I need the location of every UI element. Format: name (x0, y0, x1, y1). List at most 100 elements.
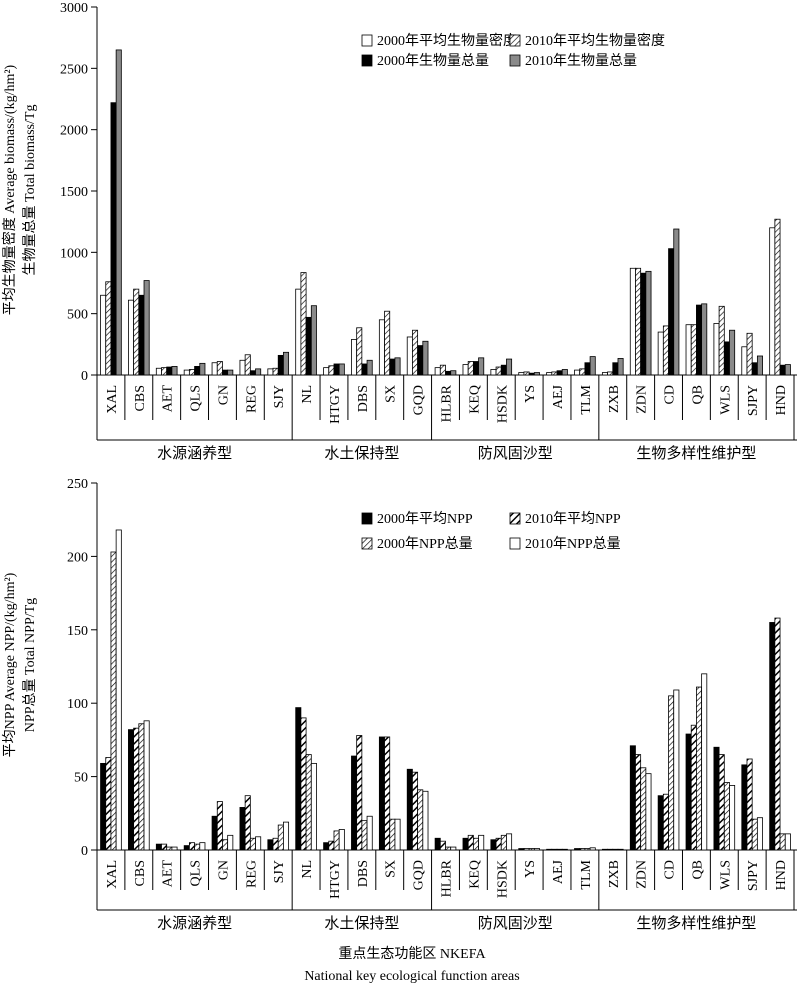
bar (450, 370, 457, 376)
legend-item: 2000年生物量总量 (361, 53, 489, 69)
bar (143, 720, 150, 851)
bar (779, 833, 786, 851)
bar (412, 771, 419, 851)
category-label: HND (774, 860, 789, 890)
category-label: WLS (718, 385, 733, 415)
bar (635, 754, 642, 851)
bar (696, 686, 703, 851)
bar (277, 824, 284, 851)
bar (361, 820, 368, 851)
bar (161, 367, 168, 376)
bar (629, 745, 636, 851)
category-label: AEJ (551, 384, 566, 409)
bar (518, 848, 525, 851)
bar (115, 49, 122, 376)
y-axis-title: 平均生物量密度 Average biomass/(kg/hm²) (1, 64, 18, 315)
legend-label: 2000年生物量总量 (377, 53, 489, 69)
category-label: QLS (189, 860, 204, 886)
group-label: 生物多样性维护型 (636, 915, 756, 932)
y-tick-label: 150 (67, 624, 88, 639)
category-label: HSDK (495, 385, 510, 423)
bar (166, 366, 173, 376)
x-axis-title: National key ecological function areas (304, 969, 519, 984)
category-label: ZXB (607, 385, 622, 413)
y-axis-title: 平均NPP Average NPP/(kg/hm²) (2, 572, 18, 757)
bar (155, 367, 162, 376)
bar (500, 834, 507, 851)
bar (356, 327, 363, 376)
bar (272, 367, 279, 376)
bar (133, 288, 140, 376)
bar (523, 371, 530, 376)
category-label: SJPY (746, 860, 761, 891)
bar (523, 848, 530, 851)
bar (323, 367, 330, 376)
bar (378, 736, 385, 851)
bar (138, 723, 145, 851)
category-label: SX (384, 385, 399, 403)
bar (551, 371, 558, 376)
bar (378, 319, 385, 376)
bar (199, 842, 206, 851)
bar (657, 795, 664, 851)
bar (574, 369, 581, 376)
bar (685, 324, 692, 376)
category-label: NL (300, 860, 315, 879)
bar (741, 764, 748, 851)
category-label: REG (244, 860, 259, 888)
bar (579, 848, 586, 851)
bar (528, 848, 535, 851)
bar (551, 848, 558, 851)
bar (283, 821, 290, 851)
category-label: KEQ (467, 860, 482, 889)
category-label: ZDN (635, 385, 650, 414)
category-label: YS (523, 385, 538, 403)
bar (394, 357, 401, 376)
bar (490, 839, 497, 851)
bar (138, 294, 145, 376)
category-label: TLM (579, 859, 594, 889)
bar (277, 354, 284, 376)
bar (100, 294, 107, 376)
bar (216, 801, 223, 851)
bar (640, 272, 647, 376)
bar (356, 735, 363, 851)
bar (445, 370, 452, 376)
category-label: QB (690, 385, 705, 404)
bar (199, 362, 206, 376)
y-tick-label: 3000 (60, 1, 88, 16)
bar (412, 329, 419, 376)
bar (283, 351, 290, 376)
bar (211, 815, 218, 851)
bar (171, 366, 178, 376)
category-label: SJY (272, 385, 287, 408)
legend-item: 2010年平均生物量密度 (509, 32, 665, 49)
bar (784, 364, 791, 376)
legend-swatch (361, 34, 373, 47)
bar (769, 622, 776, 851)
category-label: YS (523, 860, 538, 878)
bar (239, 359, 246, 376)
bar (589, 847, 596, 851)
bar (389, 818, 396, 851)
category-label: QLS (189, 385, 204, 411)
category-label: GQD (412, 860, 427, 890)
category-label: ZDN (635, 860, 650, 889)
bar (462, 837, 469, 851)
category-label: CBS (133, 385, 148, 411)
bar (351, 339, 358, 376)
bar (495, 366, 502, 376)
legend-label: 2000年平均生物量密度 (377, 32, 517, 49)
bar (467, 834, 474, 851)
bar (601, 848, 608, 851)
bar (584, 362, 591, 376)
legend-item: 2010年NPP总量 (509, 536, 621, 552)
bar (211, 362, 218, 376)
bar (328, 365, 335, 376)
bar (685, 733, 692, 851)
bar (422, 790, 429, 851)
bar (546, 848, 553, 851)
y-tick-label: 1000 (60, 246, 88, 261)
bar (389, 358, 396, 376)
